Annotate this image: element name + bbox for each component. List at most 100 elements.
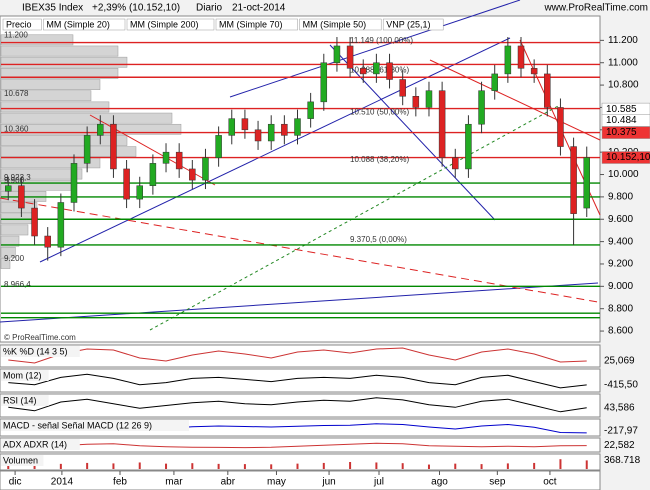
indicator-line <box>8 442 587 449</box>
volume-profile-bar <box>0 146 137 158</box>
candle-body <box>110 123 117 170</box>
date: 21-oct-2014 <box>232 3 286 14</box>
volume-bar <box>86 462 89 469</box>
volume-profile-bar <box>0 123 182 135</box>
y-tick-label: 11.200 <box>608 35 638 46</box>
candle-body <box>267 123 275 142</box>
indicator-title-box <box>1 439 80 450</box>
candle-body <box>399 79 406 97</box>
candle-body <box>333 45 341 63</box>
legend-entry: MM (Simple 200) <box>130 19 199 29</box>
volume-profile-bar <box>0 56 128 68</box>
y-tick-label: 11.000 <box>608 57 638 68</box>
candle-body <box>530 68 538 75</box>
source: www.ProRealTime.com <box>543 3 648 14</box>
candle-body <box>504 45 512 75</box>
x-tick-label: 2014 <box>51 477 74 488</box>
indicator-title: %K %D (14 3 5) <box>3 346 68 356</box>
volume-bar <box>480 464 483 469</box>
level-label: 10.360 <box>4 124 29 133</box>
level-label: 11.200 <box>4 30 28 39</box>
legend-box <box>126 18 215 31</box>
volume-bar <box>270 464 273 469</box>
indicator-panel <box>0 453 601 471</box>
volume-bar <box>191 463 194 469</box>
volume-bar <box>7 464 10 469</box>
level-label: 9.923,3 <box>4 173 31 182</box>
y-tick-label: 10.000 <box>608 169 639 180</box>
candle-body <box>5 185 12 192</box>
volume-bar <box>454 463 457 469</box>
legend-box <box>43 18 126 31</box>
volume-bar <box>33 464 36 469</box>
volume-profile-bar <box>0 101 110 113</box>
volume-bar <box>217 463 220 469</box>
volume-bar <box>112 463 115 469</box>
volume-bar <box>427 464 430 469</box>
y-tick-label: 9.200 <box>608 259 633 270</box>
indicator-value: 43,586 <box>604 402 635 413</box>
candle-body <box>557 107 564 147</box>
x-tick-label: abr <box>221 477 236 488</box>
candle-body <box>517 45 525 69</box>
indicator-value: 22,582 <box>604 440 635 451</box>
trend-line <box>39 37 511 263</box>
volume-bar <box>165 463 168 469</box>
volume-profile-bar <box>0 224 29 236</box>
level-label: 8.966,4 <box>4 280 31 289</box>
legend-entry: VNP (25,1) <box>386 19 430 29</box>
indicator-panel <box>0 437 601 453</box>
candle-body <box>97 123 104 136</box>
y-tick-label: 10.800 <box>608 80 639 91</box>
y-tick-label: 9.600 <box>608 214 633 225</box>
level-label: 10.678 <box>4 89 29 98</box>
indicator-title-box <box>1 346 80 357</box>
volume-bar <box>349 462 352 469</box>
candle-body <box>583 157 590 209</box>
indicator-title-box <box>1 395 49 406</box>
price-label-box <box>601 126 650 139</box>
x-tick-label: sep <box>489 477 506 488</box>
volume-profile-bar <box>0 90 92 102</box>
candle-body <box>281 123 288 136</box>
volume-bar <box>296 463 299 469</box>
candle-body <box>491 73 498 91</box>
candle-body <box>425 90 433 108</box>
indicator-value: -415,50 <box>604 380 638 391</box>
indicator-title-box <box>1 370 49 381</box>
candle-body <box>294 118 301 136</box>
candle-body <box>412 96 420 108</box>
fib-label: 11.149 (100,00%) <box>350 36 413 45</box>
x-tick-label: mar <box>165 477 183 488</box>
candle-body <box>452 157 459 170</box>
indicator-title-box <box>1 420 189 431</box>
indicator-title: Volumen <box>3 455 38 465</box>
volume-bar <box>506 463 509 469</box>
indicator-title: Mom (12) <box>3 370 42 380</box>
level-label: 9.900 <box>4 176 25 185</box>
level-label: 9.200 <box>4 254 25 263</box>
indicator-panel <box>0 368 601 393</box>
volume-profile-bar <box>0 168 83 180</box>
candle-body <box>83 135 91 164</box>
x-tick-label: may <box>267 477 286 488</box>
indicator-title: RSI (14) <box>3 395 37 405</box>
legend-box <box>382 18 444 31</box>
trend-line <box>0 282 599 323</box>
y-tick-label: 9.400 <box>608 236 633 247</box>
indicator-line <box>8 373 587 389</box>
y-tick-label: 8.600 <box>608 326 633 337</box>
x-tick-label: jul <box>373 477 384 488</box>
candle-body <box>570 146 577 214</box>
fib-label: 10.888 (61,80%) <box>350 65 409 74</box>
volume-bar <box>138 462 141 469</box>
indicator-value: 25,069 <box>604 356 635 367</box>
volume-profile-bar <box>0 112 173 124</box>
indicator-title: ADX ADXR (14) <box>3 439 67 449</box>
title: IBEX35 Index <box>22 3 83 14</box>
trend-line <box>429 59 601 141</box>
candle-body <box>346 45 354 69</box>
candle-body <box>320 62 328 103</box>
candle-body <box>70 163 78 203</box>
legend-entry: Precio <box>6 19 32 29</box>
